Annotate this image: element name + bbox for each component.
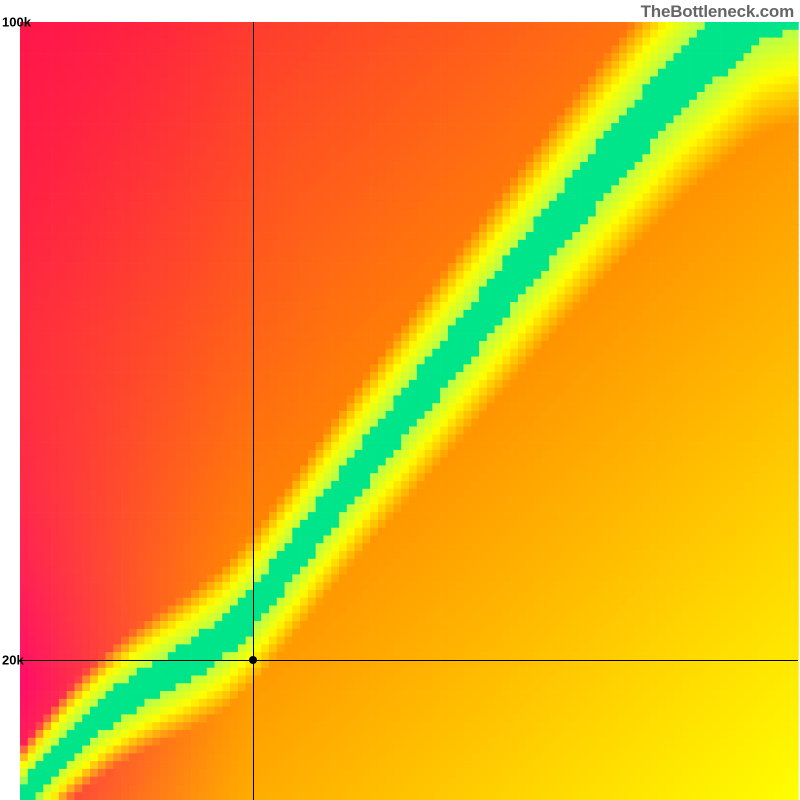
watermark-text: TheBottleneck.com	[641, 2, 794, 22]
bottleneck-heatmap	[0, 0, 800, 800]
chart-stage: 100k 20k TheBottleneck.com	[0, 0, 800, 800]
y-tick-label-bottom: 20k	[2, 652, 24, 667]
crosshair-horizontal	[20, 660, 798, 661]
y-tick-label-top: 100k	[2, 15, 31, 30]
crosshair-vertical	[253, 22, 254, 800]
